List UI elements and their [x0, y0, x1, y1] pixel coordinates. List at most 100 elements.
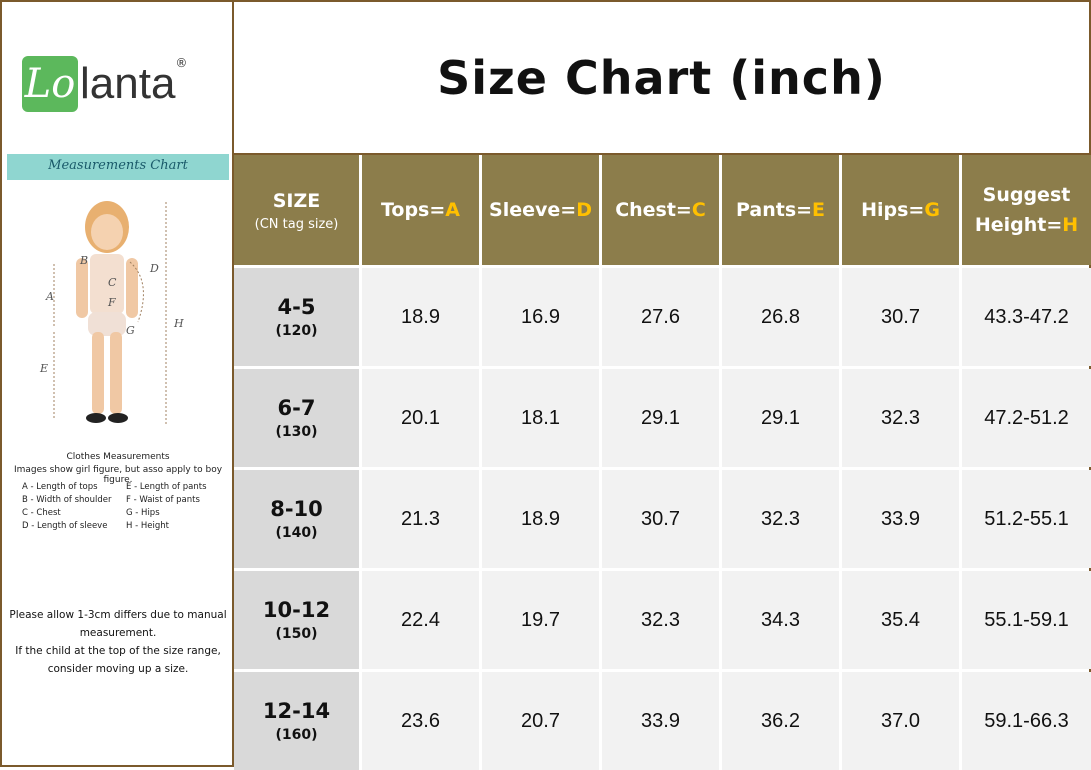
- legend-item: C - Chest: [22, 508, 61, 518]
- figure: A B C D E F G H: [39, 201, 184, 426]
- header-letter: C: [691, 199, 706, 221]
- value-cell: 18.9: [362, 268, 479, 366]
- briefs: [88, 312, 126, 336]
- size-tag: (150): [275, 626, 318, 642]
- value-cell: 16.9: [482, 268, 599, 366]
- size-label: 12-14: [262, 699, 331, 723]
- value-cell: 20.7: [482, 672, 599, 770]
- value-cell: 43.3-47.2: [962, 268, 1091, 366]
- measure-line: [129, 261, 144, 323]
- value-cell: 21.3: [362, 470, 479, 568]
- header-cell: Suggest Height=H: [962, 155, 1091, 265]
- note: Please allow 1-3cm differs due to manual…: [9, 609, 227, 639]
- leg: [92, 332, 104, 414]
- face: [91, 214, 123, 250]
- value-cell: 55.1-59.1: [962, 571, 1091, 669]
- value-cell: 34.3: [722, 571, 839, 669]
- legend-item: E - Length of pants: [126, 482, 207, 492]
- header-cell: Tops=A: [362, 155, 479, 265]
- caption-title: Clothes Measurements: [66, 452, 170, 462]
- value-cell: 23.6: [362, 672, 479, 770]
- header-label: Pants=: [735, 199, 813, 221]
- value-cell: 30.7: [602, 470, 719, 568]
- header-sub: (CN tag size): [254, 217, 339, 232]
- header-label: Chest=: [615, 199, 692, 221]
- header-label: Sleeve=: [489, 199, 577, 221]
- header-cell: Chest=C: [602, 155, 719, 265]
- value-cell: 35.4: [842, 571, 959, 669]
- size-tag: (120): [275, 323, 318, 339]
- header-text: Sleeve=D: [489, 195, 592, 225]
- header-letter: D: [576, 199, 592, 221]
- value-cell: 18.1: [482, 369, 599, 467]
- body: [90, 254, 124, 314]
- header-label: Hips=: [861, 199, 925, 221]
- header-cell: Hips=G: [842, 155, 959, 265]
- legend: A - Length of tops E - Length of pants B -…: [22, 482, 227, 531]
- header-cell: Sleeve=D: [482, 155, 599, 265]
- value-cell: 26.8: [722, 268, 839, 366]
- value-cell: 30.7: [842, 268, 959, 366]
- logo-registered: ®: [175, 56, 188, 70]
- title: Size Chart (inch): [437, 50, 886, 105]
- size-tag: (160): [275, 727, 318, 743]
- logo: Lo lanta ®: [22, 56, 187, 112]
- size-label: 4-5: [277, 295, 316, 319]
- measurements-heading: Measurements Chart: [7, 154, 229, 180]
- size-cell: 10-12 (150): [234, 571, 359, 669]
- value-cell: 27.6: [602, 268, 719, 366]
- value-cell: 22.4: [362, 571, 479, 669]
- value-cell: 47.2-51.2: [962, 369, 1091, 467]
- shoe: [86, 413, 106, 423]
- header-letter: A: [445, 199, 461, 221]
- arm: [126, 258, 138, 318]
- size-label: 10-12: [262, 598, 331, 622]
- size-cell: 12-14 (160): [234, 672, 359, 770]
- header-letter: G: [924, 199, 940, 221]
- header-label: Tops=: [380, 199, 446, 221]
- figure-label: E: [39, 362, 48, 375]
- size-label: 6-7: [277, 396, 316, 420]
- value-cell: 29.1: [722, 369, 839, 467]
- size-cell: 8-10 (140): [234, 470, 359, 568]
- header-letter: E: [812, 199, 826, 221]
- shoe: [108, 413, 128, 423]
- legend-item: F - Waist of pants: [126, 495, 200, 505]
- figure-label: F: [107, 296, 116, 309]
- size-label: 8-10: [270, 497, 323, 521]
- logo-mark: Lo: [22, 56, 78, 112]
- header-cell: Pants=E: [722, 155, 839, 265]
- size-tag: (140): [275, 525, 318, 541]
- value-cell: 36.2: [722, 672, 839, 770]
- value-cell: 19.7: [482, 571, 599, 669]
- size-cell: 4-5 (120): [234, 268, 359, 366]
- leg: [110, 332, 122, 414]
- figure-label: C: [108, 276, 117, 289]
- value-cell: 37.0: [842, 672, 959, 770]
- caption-note: Images show girl figure, but asso apply …: [13, 465, 223, 485]
- logo-text: lanta: [80, 59, 176, 108]
- legend-item: D - Length of sleeve: [22, 521, 108, 531]
- header-label: SIZE: [272, 190, 321, 212]
- header-label: Suggest Height=: [974, 184, 1071, 236]
- legend-item: H - Height: [126, 521, 169, 531]
- value-cell: 18.9: [482, 470, 599, 568]
- sidebar: Lo lanta ® Measurements Chart A B C D E F G H C…: [2, 2, 234, 765]
- value-cell: 32.3: [722, 470, 839, 568]
- header-cell: SIZE (CN tag size): [234, 155, 359, 265]
- header-text: Tops=A: [381, 195, 460, 225]
- header-text: Suggest Height=H: [962, 180, 1091, 240]
- value-cell: 32.3: [602, 571, 719, 669]
- figure-label: B: [79, 254, 88, 267]
- legend-item: G - Hips: [126, 508, 160, 518]
- header-letter: H: [1062, 214, 1079, 236]
- value-cell: 51.2-55.1: [962, 470, 1091, 568]
- value-cell: 29.1: [602, 369, 719, 467]
- figure-label: H: [173, 317, 184, 330]
- header-text: Hips=G: [861, 195, 940, 225]
- figure-label: A: [45, 290, 54, 303]
- arm: [76, 258, 88, 318]
- figure-label: G: [126, 324, 135, 337]
